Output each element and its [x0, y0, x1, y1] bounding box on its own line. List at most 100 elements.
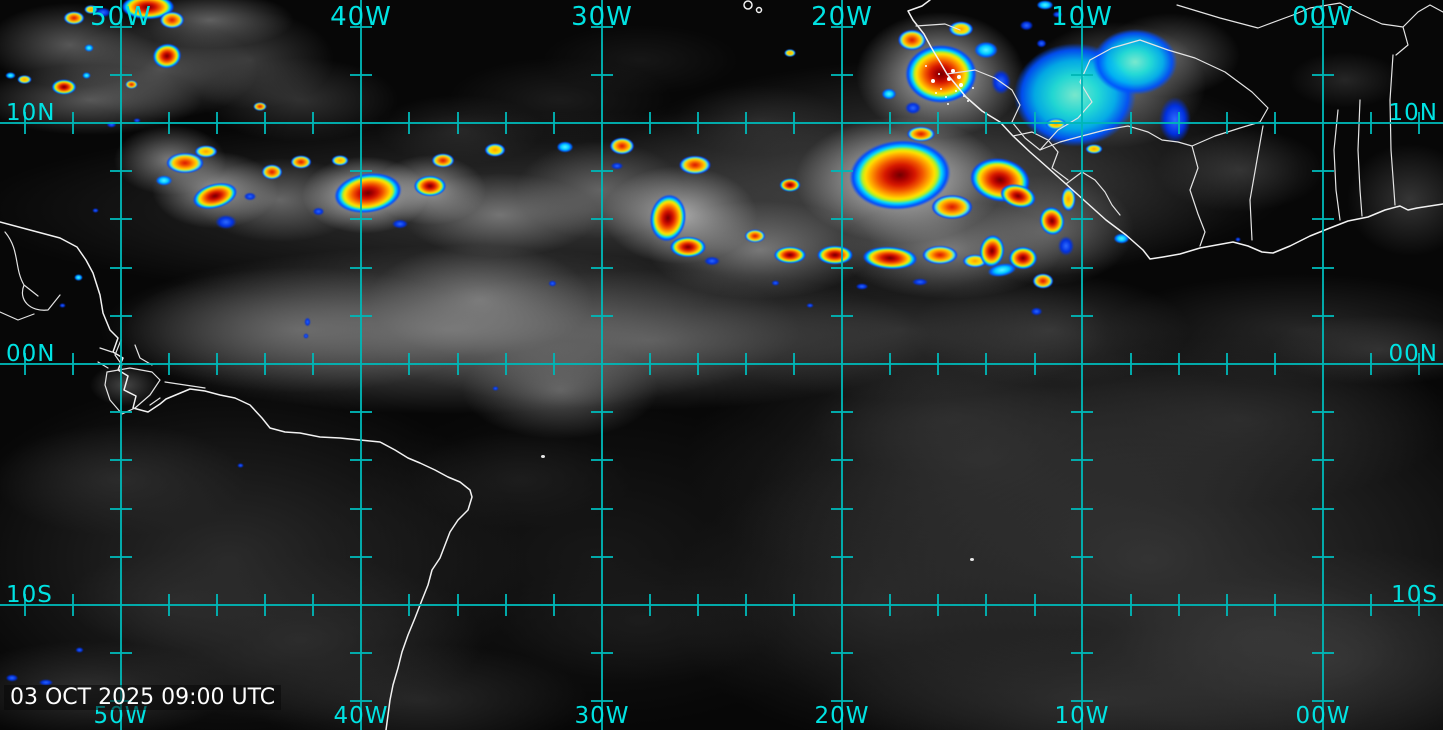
tick: [456, 594, 459, 616]
tick: [591, 170, 613, 173]
tick: [1033, 594, 1036, 616]
tick: [408, 594, 411, 616]
gridline-lon-20W: [841, 0, 843, 730]
tick: [985, 353, 988, 375]
tick: [793, 112, 796, 134]
tick: [1129, 353, 1132, 375]
south-america-coastline: [0, 221, 473, 730]
convection-cell: [1035, 38, 1047, 48]
convection-cell: [770, 280, 780, 286]
tick: [350, 507, 372, 510]
convection-cell: [904, 101, 922, 115]
convection-cell: [236, 462, 244, 468]
lat-label-right-10n: 10N: [1388, 100, 1438, 126]
tick: [1312, 73, 1334, 76]
tick: [216, 594, 219, 616]
tick: [350, 266, 372, 269]
tick: [1312, 25, 1334, 28]
tick: [1071, 411, 1093, 414]
convection-cell: [74, 647, 84, 653]
convection-cell: [91, 207, 99, 213]
tick: [1129, 112, 1132, 134]
tick: [591, 266, 613, 269]
tick: [696, 112, 699, 134]
gridline-lat-00N: [0, 363, 1443, 365]
convection-cell: [1060, 186, 1076, 212]
tick: [456, 112, 459, 134]
lat-label-left-10n: 10N: [6, 100, 56, 126]
lat-label-right-00n: 00N: [1388, 341, 1438, 367]
tick: [1033, 353, 1036, 375]
tick: [831, 25, 853, 28]
tick: [745, 353, 748, 375]
tick: [1225, 594, 1228, 616]
tick: [831, 170, 853, 173]
tick: [831, 555, 853, 558]
convection-cell: [547, 279, 557, 287]
lon-label-bottom-40w: 40W: [333, 703, 389, 729]
tick: [591, 459, 613, 462]
tick: [831, 459, 853, 462]
lon-label-bottom-00w: 00W: [1295, 703, 1351, 729]
tick: [23, 594, 26, 616]
lon-label-top-50w: 50W: [90, 2, 152, 32]
tick: [350, 555, 372, 558]
convection-cell: [155, 174, 173, 186]
tick: [552, 112, 555, 134]
tick: [350, 459, 372, 462]
cape-verde-island: [755, 6, 763, 14]
convection-cell: [261, 164, 283, 180]
convection-cell: [973, 41, 999, 59]
lat-label-left-10s: 10S: [6, 582, 53, 608]
gridline-lon-30W: [601, 0, 603, 730]
tick: [1071, 218, 1093, 221]
lon-label-top-40w: 40W: [330, 2, 392, 32]
tick: [1312, 459, 1334, 462]
tick: [1071, 555, 1093, 558]
convection-cell: [165, 152, 205, 174]
convection-cell: [5, 674, 19, 682]
convection-cell: [58, 302, 66, 308]
tick: [1370, 112, 1373, 134]
lon-label-top-30w: 30W: [571, 2, 633, 32]
tick: [350, 218, 372, 221]
tick: [168, 353, 171, 375]
convection-cell: [773, 246, 807, 264]
tick: [1225, 353, 1228, 375]
tick: [264, 353, 267, 375]
convection-cell: [703, 256, 721, 266]
tick: [110, 411, 132, 414]
gridline-lon-00W: [1322, 0, 1324, 730]
tick: [350, 73, 372, 76]
tick: [23, 353, 26, 375]
convection-cell: [744, 229, 766, 243]
convection-cell: [1057, 235, 1075, 257]
convection-cell: [391, 219, 409, 229]
lat-label-right-10s: 10S: [1391, 582, 1438, 608]
tick: [745, 112, 748, 134]
lon-label-bottom-10w: 10W: [1054, 703, 1110, 729]
tick: [831, 700, 853, 703]
tick: [1177, 594, 1180, 616]
amazon-delta: [97, 339, 206, 415]
tick: [793, 353, 796, 375]
tick: [168, 112, 171, 134]
convection-cell: [124, 79, 138, 89]
convection-cell: [609, 137, 635, 155]
tick: [312, 594, 315, 616]
tick: [456, 353, 459, 375]
tick: [1071, 170, 1093, 173]
convection-cell: [1090, 27, 1180, 97]
convection-cell: [311, 206, 325, 216]
convection-cell: [413, 175, 447, 197]
tick: [1312, 170, 1334, 173]
lon-label-bottom-20w: 20W: [814, 703, 870, 729]
tick: [648, 112, 651, 134]
tick: [350, 411, 372, 414]
convection-cell: [491, 385, 499, 391]
tick: [1312, 314, 1334, 317]
tick: [110, 314, 132, 317]
convection-cell: [84, 44, 94, 52]
tick: [350, 652, 372, 655]
